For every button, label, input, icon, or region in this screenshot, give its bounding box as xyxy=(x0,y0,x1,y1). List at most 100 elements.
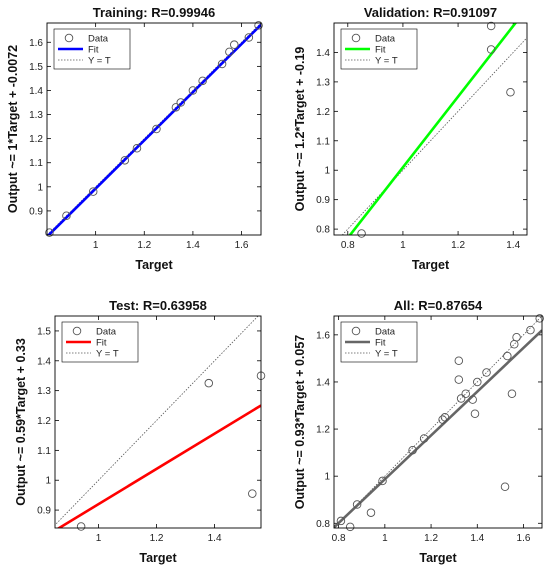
y-tick-label: 1.6 xyxy=(316,330,330,341)
y-tick-label: 1.2 xyxy=(29,134,43,145)
data-point xyxy=(512,332,521,342)
data-point xyxy=(62,211,71,220)
data-point xyxy=(535,314,544,323)
fit-line xyxy=(334,329,542,528)
y-tick-label: 0.9 xyxy=(316,195,330,206)
y-tick-label: 1.5 xyxy=(29,62,43,73)
data-point xyxy=(454,375,464,384)
x-tick-label: 1.6 xyxy=(517,533,531,544)
data-point xyxy=(254,21,263,30)
x-tick-label: 1.4 xyxy=(506,240,520,251)
data-point xyxy=(188,86,198,95)
y-tick-label: 1.4 xyxy=(29,86,43,97)
data-point xyxy=(88,187,98,196)
data-point xyxy=(229,40,239,49)
data-point xyxy=(461,389,470,398)
data-point xyxy=(248,489,257,498)
data-point xyxy=(440,413,450,422)
data-point xyxy=(132,144,142,153)
data-point xyxy=(468,395,477,404)
data-point xyxy=(470,409,480,419)
legend-marker-data xyxy=(72,326,82,336)
legend-label-identity: Y = T xyxy=(88,56,111,67)
data-point xyxy=(352,500,362,509)
y-tick-label: 1.1 xyxy=(316,136,330,147)
data-point xyxy=(503,351,512,361)
data-point xyxy=(526,325,535,335)
data-point xyxy=(198,76,207,86)
y-tick-label: 1.4 xyxy=(316,377,330,388)
x-tick-label: 1.2 xyxy=(137,240,151,251)
data-point xyxy=(345,522,355,532)
data-point xyxy=(366,508,376,517)
x-axis-label: Target xyxy=(412,258,450,272)
data-point xyxy=(486,21,496,31)
y-tick-label: 1 xyxy=(324,472,330,483)
data-point xyxy=(217,59,227,69)
y-axis-label: Output ~= 1.2*Target + -0.19 xyxy=(293,47,307,212)
y-tick-label: 1.5 xyxy=(37,326,51,337)
axes-frame xyxy=(54,315,262,529)
y-axis-label: Output ~= 0.59*Target + 0.33 xyxy=(14,338,28,506)
data-point xyxy=(357,229,366,238)
x-axis-label: Target xyxy=(419,551,457,565)
data-point xyxy=(438,415,447,424)
legend-label-fit: Fit xyxy=(88,45,99,56)
data-point xyxy=(482,368,491,377)
legend-label-identity: Y = T xyxy=(375,349,398,360)
identity-line xyxy=(55,316,259,526)
data-point xyxy=(204,378,214,388)
y-tick-label: 1.1 xyxy=(37,446,51,457)
legend-marker-data xyxy=(64,33,74,43)
x-tick-label: 1.4 xyxy=(208,533,222,544)
chart-panel-2: Validation: R=0.91097 Target Output ~= 1.2… xyxy=(293,5,528,272)
data-point xyxy=(76,522,86,531)
axes-frame xyxy=(333,315,543,529)
data-point xyxy=(45,228,54,237)
data-point xyxy=(506,87,515,97)
data-point xyxy=(500,482,510,492)
data-point xyxy=(473,377,482,387)
data-point xyxy=(171,103,181,112)
chart-title: Test: R=0.63958 xyxy=(109,298,207,313)
legend-label-data: Data xyxy=(375,34,396,45)
fit-line xyxy=(56,404,261,528)
data-point xyxy=(120,156,130,165)
data-point xyxy=(456,394,466,403)
identity-line xyxy=(341,37,527,235)
legend-marker-data xyxy=(351,33,361,43)
data-point xyxy=(408,446,417,455)
chart-title: Training: R=0.99946 xyxy=(93,5,215,20)
x-tick-label: 1.2 xyxy=(424,533,438,544)
legend-label-identity: Y = T xyxy=(375,56,398,67)
y-tick-label: 1 xyxy=(45,476,51,487)
data-point xyxy=(419,434,429,443)
legend-label-data: Data xyxy=(88,34,109,45)
y-tick-label: 1.6 xyxy=(29,38,43,49)
chart-title: Validation: R=0.91097 xyxy=(364,5,497,20)
y-tick-label: 1.2 xyxy=(316,107,330,118)
axes-frame xyxy=(333,22,528,236)
x-tick-label: 1.4 xyxy=(470,533,484,544)
data-point xyxy=(152,124,161,134)
y-tick-label: 1 xyxy=(37,182,43,193)
y-tick-label: 1.2 xyxy=(316,425,330,436)
x-tick-label: 0.8 xyxy=(332,533,346,544)
chart-panel-1: Training: R=0.99946 Target Output ~= 1*Tar… xyxy=(6,5,263,272)
y-tick-label: 0.8 xyxy=(316,225,330,236)
y-tick-label: 1.4 xyxy=(316,48,330,59)
x-tick-label: 1 xyxy=(96,533,102,544)
legend-marker-data xyxy=(351,326,361,336)
chart-panel-4: All: R=0.87654 Target Output ~= 0.93*Targe… xyxy=(293,298,544,565)
y-tick-label: 0.9 xyxy=(37,506,51,517)
chart-panel-3: Test: R=0.63958 Target Output ~= 0.59*Targ… xyxy=(14,298,266,565)
data-point xyxy=(176,98,185,107)
data-point xyxy=(454,356,464,366)
data-point xyxy=(507,389,517,398)
y-tick-label: 1.3 xyxy=(37,386,51,397)
identity-line xyxy=(334,316,542,528)
